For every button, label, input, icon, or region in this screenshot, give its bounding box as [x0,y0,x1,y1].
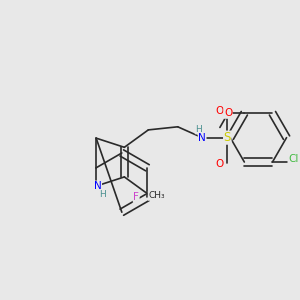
Text: O: O [215,159,223,169]
Text: O: O [215,106,223,116]
Text: N: N [198,133,206,142]
Text: S: S [224,131,231,144]
Text: O: O [224,108,232,118]
Text: Cl: Cl [288,154,298,164]
Text: CH₃: CH₃ [148,191,165,200]
Text: F: F [133,192,139,203]
Text: H: H [195,125,202,134]
Text: N: N [94,181,101,191]
Text: H: H [99,190,106,199]
